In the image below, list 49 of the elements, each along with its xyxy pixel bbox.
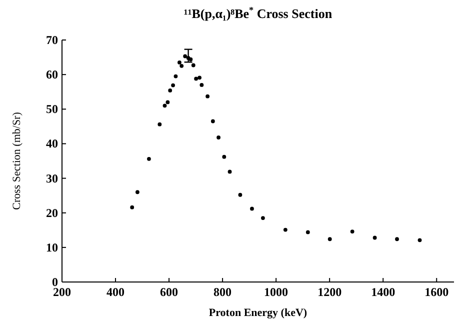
point (174, 74, 178, 78)
point (238, 192, 242, 197)
x-tick-label: 800 (214, 285, 232, 299)
point (283, 228, 288, 232)
point (162, 104, 167, 108)
point (216, 136, 220, 140)
point (395, 237, 399, 242)
x-axis-title: Proton Energy (keV) (208, 307, 308, 319)
point (418, 238, 422, 242)
point (168, 88, 172, 92)
y-tick-label: 60 (46, 68, 58, 82)
x-tick-label: 1600 (424, 285, 449, 299)
x-tick-label: 600 (160, 285, 178, 299)
y-tick-label: 10 (46, 240, 58, 254)
point (191, 63, 196, 68)
point (228, 170, 232, 174)
point (210, 119, 215, 124)
x-tick-label: 1000 (264, 285, 288, 299)
x-tick-label: 400 (106, 285, 125, 299)
point (350, 230, 354, 234)
y-tick-label: 70 (46, 33, 58, 47)
x-tick-label: 1200 (318, 285, 342, 299)
point (158, 122, 162, 126)
point (130, 205, 134, 210)
y-tick-label: 20 (46, 206, 58, 220)
point (171, 83, 175, 88)
y-tick-label: 30 (46, 171, 58, 186)
point (180, 64, 184, 68)
point (206, 94, 210, 98)
point (328, 237, 332, 242)
x-tick-label: 1400 (371, 285, 396, 299)
y-tick-label: 50 (46, 102, 58, 116)
point (372, 236, 377, 240)
point (260, 216, 265, 220)
point (198, 76, 202, 80)
point (178, 60, 182, 64)
point (250, 206, 254, 211)
point (166, 100, 170, 104)
point (136, 190, 140, 194)
point (222, 154, 226, 159)
y-tick-label: 40 (46, 136, 58, 151)
chart-title: ¹¹B(p,α₁)⁸Be$^{*}$ Cross Section (184, 5, 333, 21)
point (188, 57, 193, 62)
point (306, 230, 310, 234)
y-axis-title: Cross Section (mb/Sr) (11, 112, 23, 210)
point (147, 156, 151, 161)
point (183, 54, 188, 58)
point (200, 82, 204, 87)
point (194, 76, 198, 81)
